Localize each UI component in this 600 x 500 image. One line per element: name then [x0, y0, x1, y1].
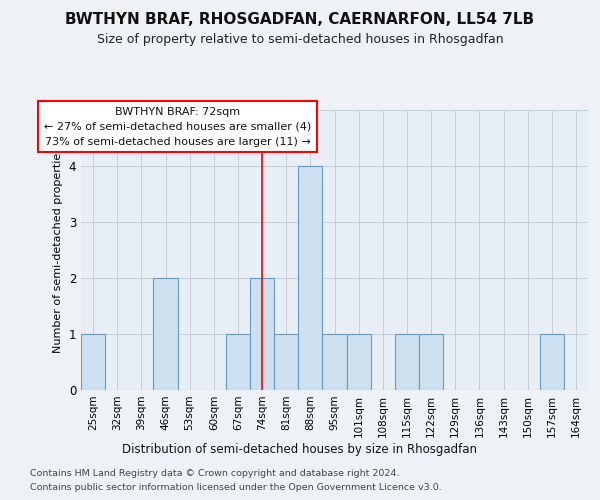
- Bar: [540, 334, 564, 390]
- Text: Size of property relative to semi-detached houses in Rhosgadfan: Size of property relative to semi-detach…: [97, 32, 503, 46]
- Bar: [274, 334, 298, 390]
- Bar: [226, 334, 250, 390]
- Text: Contains public sector information licensed under the Open Government Licence v3: Contains public sector information licen…: [30, 484, 442, 492]
- Text: Contains HM Land Registry data © Crown copyright and database right 2024.: Contains HM Land Registry data © Crown c…: [30, 469, 400, 478]
- Bar: [250, 278, 274, 390]
- Bar: [322, 334, 347, 390]
- Text: Distribution of semi-detached houses by size in Rhosgadfan: Distribution of semi-detached houses by …: [122, 442, 478, 456]
- Bar: [419, 334, 443, 390]
- Bar: [347, 334, 371, 390]
- Text: BWTHYN BRAF: 72sqm
← 27% of semi-detached houses are smaller (4)
73% of semi-det: BWTHYN BRAF: 72sqm ← 27% of semi-detache…: [44, 107, 311, 146]
- Bar: [395, 334, 419, 390]
- Bar: [81, 334, 105, 390]
- Text: BWTHYN BRAF, RHOSGADFAN, CAERNARFON, LL54 7LB: BWTHYN BRAF, RHOSGADFAN, CAERNARFON, LL5…: [65, 12, 535, 28]
- Bar: [154, 278, 178, 390]
- Y-axis label: Number of semi-detached properties: Number of semi-detached properties: [53, 147, 63, 353]
- Bar: [298, 166, 322, 390]
